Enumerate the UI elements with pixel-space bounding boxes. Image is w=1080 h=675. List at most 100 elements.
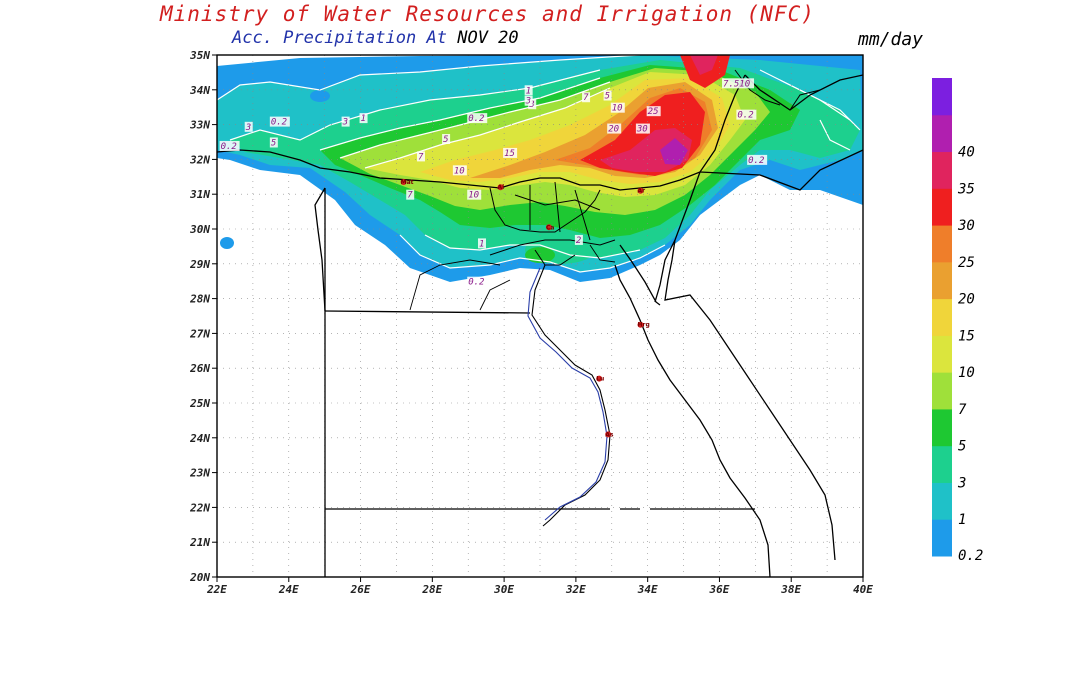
legend-swatch [932,372,952,410]
contour-label: 10 [454,166,465,176]
city-labels: Mat Al Ca Ar Hrg Lu As [400,179,650,438]
contour-label-bg [603,90,612,101]
precip-band-35-north [690,55,718,75]
contour-label: 15 [504,149,515,159]
lon-tick-label: 22E [206,583,227,596]
subtitle-date: NOV 20 [457,28,519,48]
contour-label: 3 [245,123,251,133]
city-label: Ar [637,188,645,195]
lon-tick-label: 34E [637,583,658,596]
contour-label-bg [747,154,768,165]
contour-label-bg [467,113,488,124]
city-marker [545,224,552,231]
city-label: Al [498,184,505,191]
legend-label: 35 [957,181,975,197]
precip-band-40 [660,138,688,165]
contour-label: 7 [583,93,589,103]
legend-swatch [932,335,952,373]
latitude-axis: 35N 34N 33N 32N 31N 30N 29N 28N 27N 26N 25N 24N 23N 2… [189,49,217,584]
legend-swatch [932,225,952,263]
legend-label: 20 [958,292,975,308]
legend-label: 10 [958,365,975,381]
contour-label: 0.2 [748,156,764,166]
contour-label-bg [574,234,583,245]
contour-label: 7.510 [723,79,750,89]
contour-label-bg [524,85,533,96]
legend-label: 1 [958,512,966,528]
city-label: As [605,431,614,438]
city-marker [637,187,644,194]
legend-label: 30 [957,218,975,234]
contour-label-bg [467,276,488,287]
contour-label-bg [244,121,253,132]
contour-label-bg [610,102,625,113]
contour-label: 5 [605,92,610,102]
lon-tick-label: 30E [493,583,514,596]
contour-label: 10 [612,104,623,114]
city-marker [637,321,644,328]
contour-label-bg [467,189,482,200]
legend-label: 3 [957,475,966,491]
nile-river-west [527,267,608,521]
lat-tick-label: 29N [189,258,210,271]
lon-tick-label: 40E [853,583,873,596]
city-marker [605,431,612,438]
legend-swatch [932,519,952,557]
contour-label: 1 [479,239,484,249]
lat-tick-label: 25N [189,397,210,410]
lon-tick-label: 28E [421,583,442,596]
lat-tick-label: 32N [189,153,210,166]
legend-swatch [932,261,952,300]
contour-label: 0.2 [221,142,237,152]
contour-label-bg [416,151,425,162]
red-sea-east-coast [664,239,836,561]
contour-label-bg [269,116,290,127]
contour-label: 7 [407,191,413,201]
lat-tick-label: 21N [189,536,210,549]
gulf-of-aqaba [654,239,676,303]
city-marker [497,184,504,191]
borders [217,69,863,577]
delta-outline [489,181,616,266]
contour-label-bg [607,123,622,134]
contour-label-bg [269,137,278,148]
subtitle-at: At [426,28,447,48]
lon-tick-label: 26E [350,583,371,596]
lat-tick-label: 22N [189,501,210,514]
subtitle-variable: Acc. Precipitation [232,28,417,48]
legend-swatch [932,78,952,116]
city-marker [596,375,603,382]
contour-label-bg [219,140,240,151]
legend-swatch [932,151,952,189]
contour-label-bg [646,106,661,117]
city-label: Mat [401,179,414,186]
units-label: mm/day [858,29,924,50]
contour-label-bg [736,109,757,120]
precip-cell-west [220,237,234,249]
lat-tick-label: 20N [189,571,210,584]
contour-labels: 0.235310.2571015133751020253071010.220.2… [219,78,768,288]
lon-tick-label: 24E [278,583,299,596]
lat-tick-label: 28N [189,293,210,306]
contour-label-bg [442,134,451,144]
contour-label: 0.2 [271,118,287,128]
contour-label: 20 [608,125,619,135]
contour-label: 5 [443,135,448,145]
governorate-borders [409,244,616,311]
contour-label-bg [406,189,415,200]
city-label: Ca [546,224,554,231]
contour-label-bg [722,78,755,89]
legend-swatch [932,188,952,226]
contour-label: 0.2 [737,111,753,121]
longitude-axis: 22E 24E 26E 28E 30E 32E 34E 36E 38E 40E [206,577,873,596]
sinai-border [674,171,701,241]
lat-tick-label: 31N [189,188,210,201]
lat-tick-label: 33N [189,119,210,132]
legend-label: 25 [958,255,975,271]
legend-label: 7 [958,402,967,418]
contour-label-bg [582,92,591,103]
contour-label: 1 [526,86,531,96]
lat-tick-label: 35N [189,49,210,62]
contour-label-bg [524,95,533,106]
